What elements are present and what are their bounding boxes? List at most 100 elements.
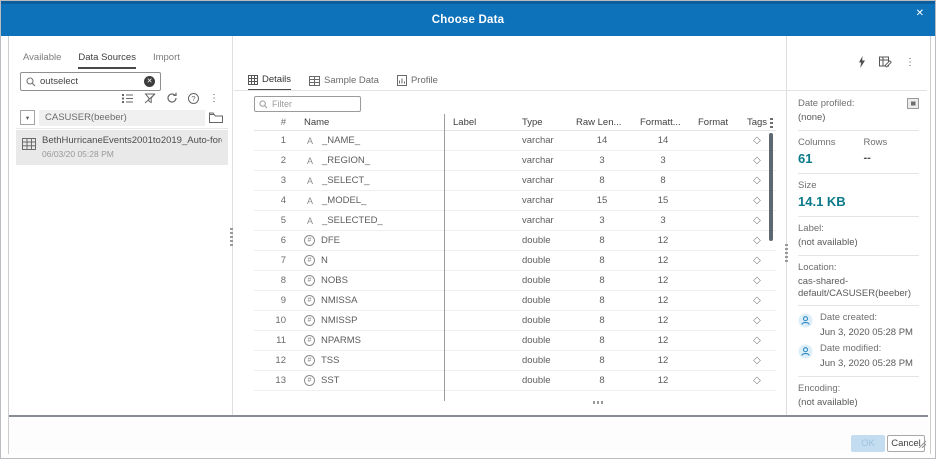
table-row[interactable]: 4 A _MODEL_ varchar 15 15 ◇: [254, 191, 776, 211]
table-row[interactable]: 9 # NMISSA double 8 12 ◇: [254, 291, 776, 311]
cell-number: 11: [276, 335, 286, 346]
column-name-text: _SELECT_: [322, 175, 370, 186]
column-name-text: N: [321, 255, 328, 266]
header-name[interactable]: Name: [304, 116, 330, 128]
cell-formatted-length: 12: [657, 295, 669, 306]
header-format[interactable]: Format: [698, 116, 729, 128]
tab-profile[interactable]: Profile: [396, 74, 438, 91]
cell-number: 12: [275, 355, 286, 366]
search-input[interactable]: [40, 76, 140, 87]
cell-type: double: [522, 355, 551, 366]
filter-input[interactable]: [272, 99, 356, 109]
table-row[interactable]: 13 # SST double 8 12 ◇: [254, 371, 776, 391]
cell-tags: ◇: [738, 255, 776, 266]
table-row[interactable]: 5 A _SELECTED_ varchar 3 3 ◇: [254, 211, 776, 231]
table-row[interactable]: 11 # NPARMS double 8 12 ◇: [254, 331, 776, 351]
cell-name: # NOBS: [296, 275, 442, 286]
dialog-titlebar: Choose Data ✕: [1, 1, 935, 36]
table-row[interactable]: 6 # DFE double 8 12 ◇: [254, 231, 776, 251]
cell-name: A _MODEL_: [296, 195, 442, 206]
cell-type: varchar: [522, 135, 554, 146]
date-modified-value: Jun 3, 2020 05:28 PM: [820, 358, 913, 369]
cancel-button[interactable]: Cancel: [887, 435, 925, 452]
columns-label: Columns: [798, 136, 836, 148]
resize-handle[interactable]: [918, 435, 927, 453]
frozen-column-divider[interactable]: [444, 114, 445, 401]
table-row[interactable]: 7 # N double 8 12 ◇: [254, 251, 776, 271]
table-actions: ⋮: [858, 56, 915, 68]
edit-table-icon[interactable]: [879, 56, 892, 68]
table-row[interactable]: 2 A _REGION_ varchar 3 3 ◇: [254, 151, 776, 171]
more-options-icon[interactable]: ⋮: [209, 92, 219, 104]
cell-tags: ◇: [738, 355, 776, 366]
more-options-icon[interactable]: ⋮: [905, 56, 915, 68]
cell-number: 9: [280, 295, 286, 306]
tag-icon: ◇: [753, 375, 761, 386]
header-type[interactable]: Type: [522, 116, 543, 128]
tab-sample-data[interactable]: Sample Data: [309, 74, 379, 91]
tab-sample-data-label: Sample Data: [324, 75, 379, 86]
vertical-scrollbar[interactable]: [769, 133, 773, 241]
cell-raw-length: 8: [599, 235, 605, 246]
search-icon: [26, 76, 36, 87]
tab-available[interactable]: Available: [23, 52, 62, 63]
column-name-text: NOBS: [321, 275, 348, 286]
numeric-type-icon: #: [304, 235, 315, 246]
scrollbar-grip[interactable]: [770, 118, 773, 128]
cell-name: # NMISSA: [296, 295, 442, 306]
clear-search-icon[interactable]: ✕: [144, 76, 155, 87]
table-row[interactable]: 10 # NMISSP double 8 12 ◇: [254, 311, 776, 331]
header-raw-length[interactable]: Raw Len...: [576, 116, 622, 128]
cell-tags: ◇: [738, 235, 776, 246]
numeric-type-icon: #: [304, 275, 315, 286]
table-row[interactable]: 8 # NOBS double 8 12 ◇: [254, 271, 776, 291]
tag-icon: ◇: [753, 155, 761, 166]
table-row[interactable]: 1 A _NAME_ varchar 14 14 ◇: [254, 131, 776, 151]
dialog-title: Choose Data: [431, 14, 505, 26]
tab-import[interactable]: Import: [152, 52, 180, 63]
right-panel-resize-handle[interactable]: [785, 244, 788, 262]
list-item-selected[interactable]: BethHurricaneEvents2001to2019_Auto-forec…: [16, 130, 228, 165]
table-row[interactable]: 12 # TSS double 8 12 ◇: [254, 351, 776, 371]
cell-tags: ◇: [738, 175, 776, 186]
details-sidebar: Date profiled: (none) Columns 61 Rows --…: [788, 91, 929, 415]
tag-icon: ◇: [753, 335, 761, 346]
cell-formatted-length: 15: [657, 195, 669, 206]
ok-button[interactable]: OK: [851, 435, 885, 452]
caslib-selector[interactable]: CASUSER(beeber): [39, 109, 205, 126]
horizontal-scroll-grip[interactable]: [593, 401, 605, 404]
cell-raw-length: 8: [599, 275, 605, 286]
search-box: ✕: [20, 72, 161, 91]
cell-number: 5: [280, 215, 286, 226]
left-panel-resize-handle[interactable]: [230, 228, 233, 246]
cell-tags: ◇: [738, 195, 776, 206]
tag-icon: ◇: [753, 295, 761, 306]
open-folder-icon[interactable]: [209, 112, 223, 124]
detail-tabs: Details Sample Data Profile: [248, 74, 438, 91]
column-name-text: _SELECTED_: [322, 215, 383, 226]
tab-details[interactable]: Details: [248, 74, 292, 91]
numeric-type-icon: #: [304, 375, 315, 386]
header-label[interactable]: Label: [453, 116, 477, 128]
header-formatted-length[interactable]: Formatt...: [640, 116, 681, 128]
header-number[interactable]: #: [280, 116, 286, 128]
help-icon[interactable]: ?: [188, 92, 199, 104]
cell-name: A _REGION_: [296, 155, 442, 166]
clear-filter-icon[interactable]: [144, 93, 156, 104]
cell-formatted-length: 14: [657, 135, 669, 146]
character-type-icon: A: [306, 155, 313, 166]
tab-data-sources[interactable]: Data Sources: [78, 52, 136, 69]
run-profile-icon[interactable]: [907, 98, 919, 113]
view-options-icon[interactable]: [122, 93, 134, 104]
close-icon[interactable]: ✕: [915, 8, 924, 19]
search-icon: [259, 99, 268, 109]
header-tags[interactable]: Tags: [746, 116, 768, 128]
cell-type: varchar: [522, 215, 554, 226]
refresh-icon[interactable]: [166, 92, 178, 104]
lightning-icon[interactable]: [858, 56, 866, 68]
label-label: Label:: [798, 223, 824, 234]
cell-type: varchar: [522, 155, 554, 166]
character-type-icon: A: [306, 135, 313, 146]
table-row[interactable]: 3 A _SELECT_ varchar 8 8 ◇: [254, 171, 776, 191]
chevron-down-icon[interactable]: ▾: [20, 110, 35, 125]
